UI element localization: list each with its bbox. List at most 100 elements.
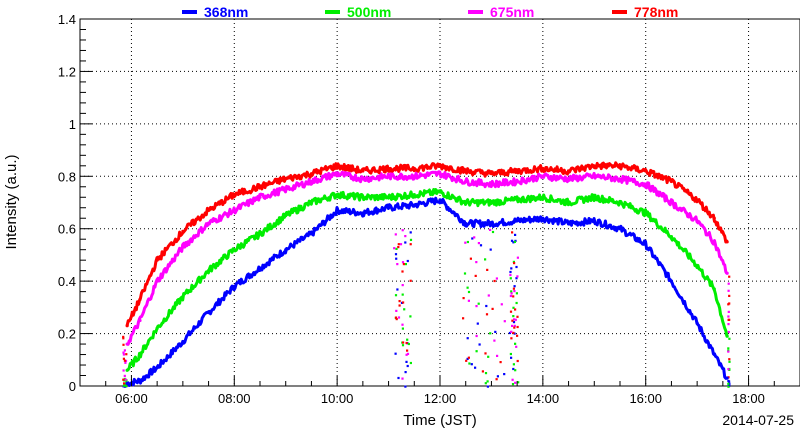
dip-point	[510, 356, 513, 359]
dip-point	[516, 359, 519, 363]
data-point	[284, 187, 288, 191]
dip-point	[409, 361, 412, 365]
x-tick-label: 12:00	[424, 391, 457, 406]
data-point	[309, 200, 314, 205]
data-point	[138, 352, 142, 357]
legend-label: 778nm	[634, 4, 678, 20]
data-point	[386, 206, 391, 210]
dip-point	[401, 327, 404, 330]
dip-point	[727, 385, 730, 388]
dip-point	[475, 305, 478, 308]
dip-point	[122, 357, 125, 360]
data-point	[695, 321, 699, 325]
dip-point	[405, 353, 408, 356]
dip-point	[394, 253, 398, 256]
dip-point	[409, 279, 412, 282]
dip-point	[513, 324, 516, 327]
dip-point	[509, 352, 512, 356]
data-point	[618, 164, 622, 168]
dip-point	[404, 263, 407, 266]
dip-point	[123, 374, 126, 377]
dip-point	[486, 385, 489, 388]
dip-point	[489, 332, 492, 335]
data-point	[309, 172, 314, 176]
dip-point	[477, 242, 480, 245]
dip-point	[470, 363, 473, 366]
dip-point	[487, 355, 490, 358]
dip-point	[484, 382, 487, 385]
data-point	[138, 318, 142, 323]
dip-point	[401, 323, 404, 326]
data-point	[232, 193, 236, 197]
data-point	[206, 269, 211, 273]
dip-point	[491, 307, 494, 310]
x-tick-label: 16:00	[629, 391, 662, 406]
y-tick-label: 0.4	[58, 274, 76, 289]
dip-point	[494, 330, 497, 333]
data-point	[464, 200, 468, 205]
data-point	[644, 242, 648, 247]
dip-point	[124, 378, 127, 381]
x-tick-label: 10:00	[321, 391, 354, 406]
data-point	[541, 195, 545, 199]
data-point	[644, 211, 648, 215]
dip-point	[473, 236, 476, 239]
dip-point	[395, 309, 398, 312]
legend-label: 368nm	[204, 4, 248, 20]
dip-point	[397, 243, 400, 246]
dip-point	[467, 356, 470, 359]
dip-point	[401, 344, 405, 347]
dip-point	[514, 369, 517, 372]
dip-point	[516, 256, 519, 259]
dip-point	[401, 261, 405, 264]
x-tick-label: 06:00	[115, 391, 148, 406]
dip-point	[122, 351, 125, 354]
dip-point	[466, 337, 469, 340]
dip-point	[123, 349, 126, 352]
dip-point	[515, 301, 518, 305]
data-point	[181, 295, 185, 299]
y-tick-label: 0.8	[58, 169, 76, 184]
series-line-778nm	[125, 161, 729, 327]
dip-point	[402, 341, 405, 344]
dip-point	[513, 318, 516, 321]
data-point	[438, 198, 442, 202]
data-point	[155, 326, 159, 330]
data-point	[725, 376, 729, 380]
y-axis-label: Intensity (a.u.)	[3, 154, 20, 249]
data-point	[181, 339, 185, 344]
legend-item-368nm: 368nm	[182, 4, 248, 20]
dip-point	[124, 361, 127, 364]
dip-point	[406, 259, 409, 263]
data-point	[309, 179, 314, 184]
data-point	[386, 195, 391, 199]
data-point	[438, 164, 442, 168]
dip-point	[393, 247, 396, 250]
dip-point	[122, 343, 125, 346]
data-point	[669, 234, 674, 239]
dip-point	[462, 297, 465, 300]
legend-item-778nm: 778nm	[612, 4, 678, 20]
data-point	[464, 169, 468, 173]
series-778nm	[125, 161, 729, 328]
dip-point	[727, 368, 730, 371]
data-point	[695, 198, 699, 202]
data-point	[386, 174, 391, 178]
dip-point	[516, 275, 519, 278]
dip-point	[496, 354, 499, 357]
dip-point	[409, 243, 412, 246]
dip-point	[475, 334, 478, 338]
series-500nm	[125, 188, 729, 372]
dip-point	[401, 293, 404, 296]
dip-point	[513, 240, 516, 243]
data-point	[669, 200, 674, 205]
data-point	[592, 219, 596, 223]
dip-point	[394, 352, 397, 355]
dip-point	[512, 315, 515, 318]
dip-point	[489, 228, 492, 231]
data-point	[232, 208, 236, 212]
dip-point	[486, 268, 489, 271]
data-point	[592, 164, 596, 168]
dip-point	[513, 332, 516, 335]
